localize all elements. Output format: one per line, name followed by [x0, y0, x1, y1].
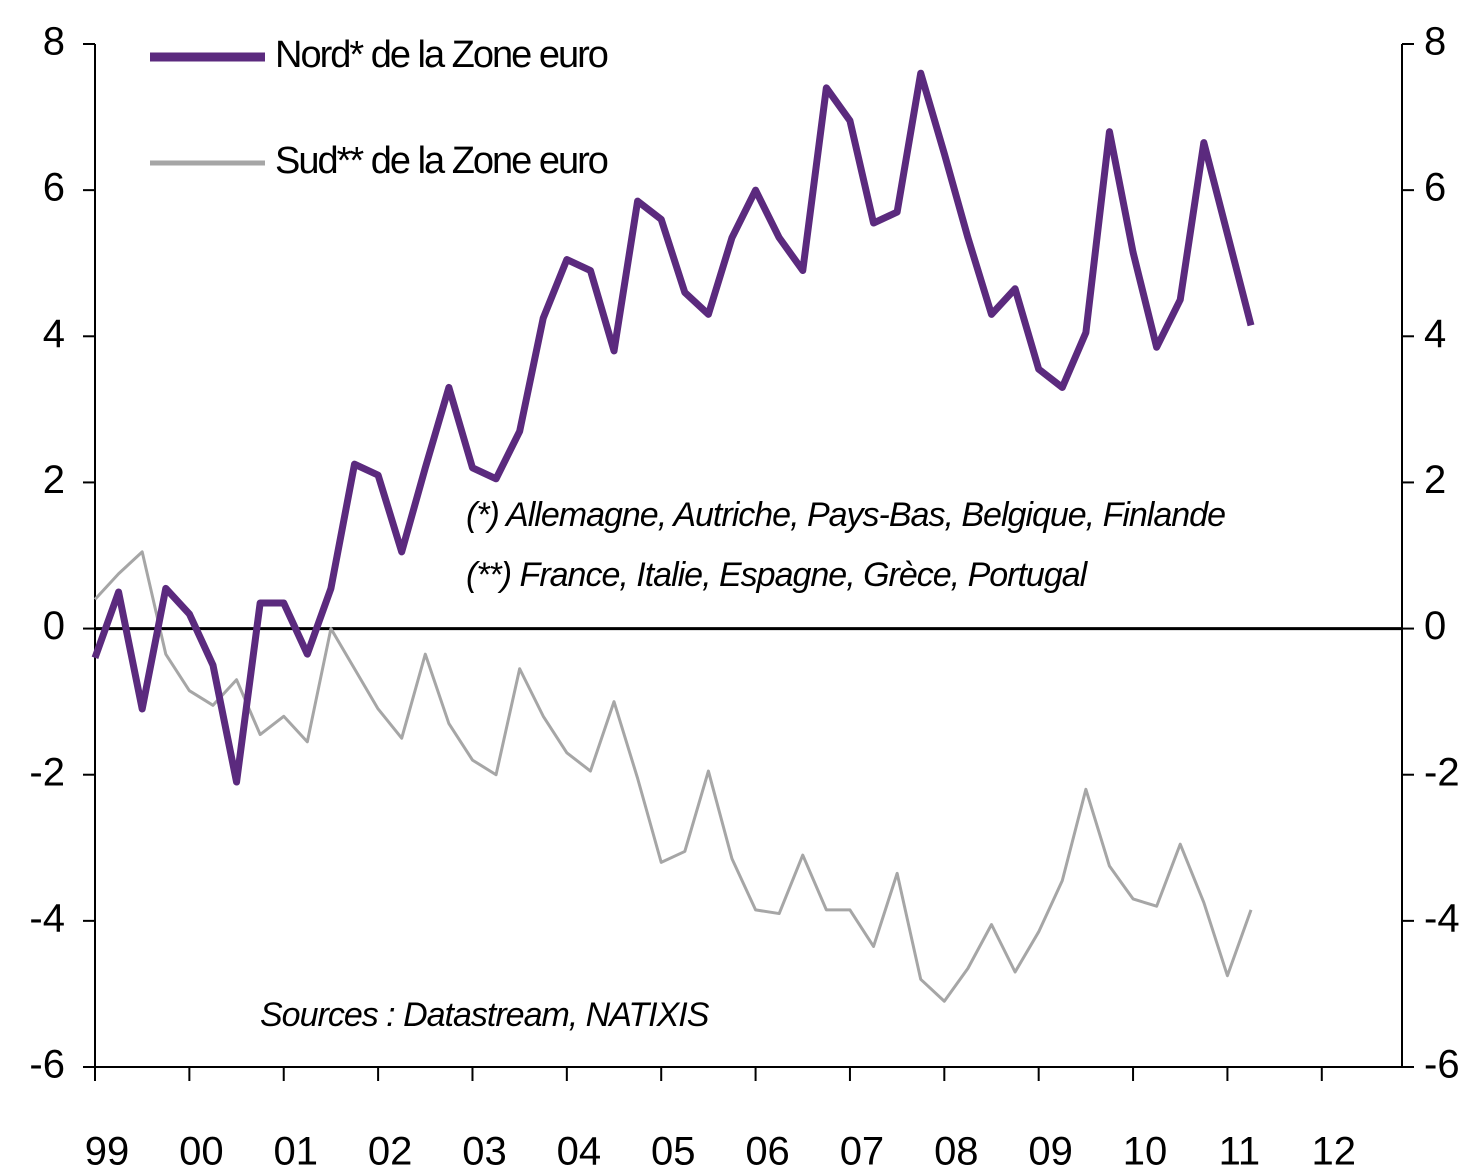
x-tick-label: 02	[368, 1130, 413, 1174]
annotation: (**) France, Italie, Espagne, Grèce, Por…	[466, 556, 1089, 594]
y2-tick-label: 8	[1424, 20, 1446, 64]
y-tick-label: 8	[43, 20, 65, 64]
y-tick-label: 0	[43, 604, 65, 648]
x-tick-label: 11	[1219, 1130, 1261, 1174]
y2-tick-label: -2	[1424, 750, 1460, 794]
y2-tick-label: 4	[1424, 312, 1446, 356]
x-tick-label: 07	[840, 1130, 885, 1174]
y-tick-label: 6	[43, 166, 65, 210]
x-tick-label: 03	[462, 1130, 507, 1174]
x-tick-label: 04	[557, 1130, 602, 1174]
x-tick-label: 12	[1312, 1130, 1357, 1174]
x-tick-label: 01	[273, 1130, 318, 1174]
y2-tick-label: -6	[1424, 1043, 1460, 1087]
x-tick-label: 05	[651, 1130, 696, 1174]
x-tick-label: 09	[1028, 1130, 1073, 1174]
y2-tick-label: 6	[1424, 166, 1446, 210]
x-tick-label: 00	[179, 1130, 224, 1174]
series-line	[91, 69, 1255, 786]
y-tick-label: 4	[43, 312, 65, 356]
y-tick-label: -4	[29, 896, 65, 940]
y-tick-label: -6	[29, 1043, 65, 1087]
y-tick-label: 2	[43, 458, 65, 502]
annotation: Sources : Datastream, NATIXIS	[260, 996, 710, 1034]
x-tick-label: 06	[745, 1130, 790, 1174]
x-tick-label: 10	[1123, 1130, 1168, 1174]
x-tick-label: 08	[934, 1130, 979, 1174]
annotation: (*) Allemagne, Autriche, Pays-Bas, Belgi…	[466, 496, 1225, 534]
y2-tick-label: 0	[1424, 604, 1446, 648]
y-tick-label: -2	[29, 750, 65, 794]
y2-tick-label: 2	[1424, 458, 1446, 502]
legend-label: Sud** de la Zone euro	[275, 140, 608, 182]
series-line	[93, 550, 1253, 1003]
x-tick-label: 99	[85, 1130, 130, 1174]
y2-tick-label: -4	[1424, 896, 1460, 940]
legend-label: Nord* de la Zone euro	[275, 34, 608, 76]
